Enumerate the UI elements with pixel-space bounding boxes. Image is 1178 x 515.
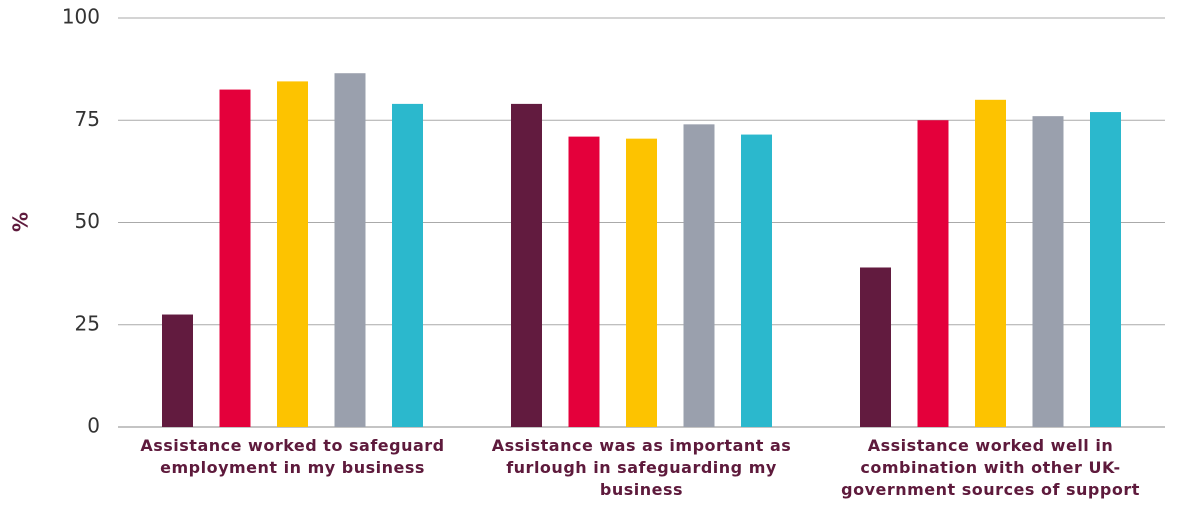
bar (860, 267, 891, 427)
bar (162, 314, 193, 427)
y-tick-label: 25 (75, 311, 100, 335)
bar (626, 138, 657, 427)
bar (392, 103, 423, 427)
bar (511, 103, 542, 427)
y-tick-label: 50 (75, 209, 100, 233)
x-tick-label-box: Assistance worked well in combination wi… (841, 436, 1140, 499)
x-tick-label: Assistance worked well in combination wi… (841, 436, 1140, 499)
y-tick-label: 100 (62, 5, 100, 29)
y-axis-label: % (9, 212, 33, 232)
bar (917, 120, 949, 427)
x-tick-label: Assistance was as important as furlough … (491, 436, 792, 499)
x-tick-label-box: Assistance worked to safeguard employmen… (140, 436, 445, 477)
bar (334, 73, 366, 427)
bar (1090, 112, 1121, 427)
x-tick-label-box: Assistance was as important as furlough … (491, 436, 792, 499)
bar (568, 136, 600, 428)
bar (741, 134, 772, 427)
y-tick-label: 75 (75, 107, 100, 131)
bar (975, 99, 1006, 428)
y-tick-label: 0 (87, 414, 100, 438)
bar (219, 89, 251, 427)
bar (277, 81, 308, 428)
x-tick-label: Assistance worked to safeguard employmen… (140, 436, 445, 477)
bar (683, 124, 715, 427)
bar (1032, 116, 1064, 427)
